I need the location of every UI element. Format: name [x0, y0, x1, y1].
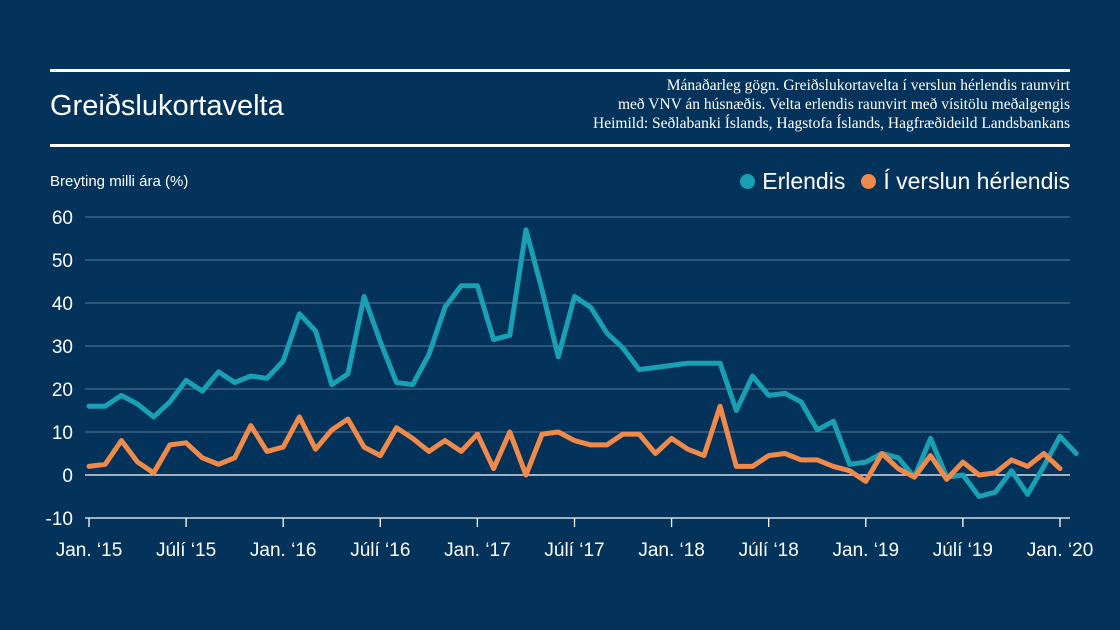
legend-item-innlent: Í verslun hérlendis	[861, 168, 1070, 195]
legend: Erlendis Í verslun hérlendis	[724, 168, 1070, 195]
header-bottom-rule	[50, 144, 1070, 147]
x-tick-label-1: Júlí ‘15	[156, 540, 216, 561]
y-tick-label-40: 40	[52, 294, 73, 315]
x-tick-label-3: Júlí ‘16	[350, 540, 410, 561]
x-tick-label-6: Jan. ‘18	[638, 540, 705, 561]
header-top-rule	[50, 69, 1070, 72]
x-tick-label-8: Jan. ‘19	[833, 540, 900, 561]
x-tick-label-9: Júlí ‘19	[933, 540, 993, 561]
legend-erlendis-dot-icon	[740, 174, 756, 189]
x-tick-label-0: Jan. ‘15	[56, 540, 123, 561]
y-axis-label: Breyting milli ára (%)	[50, 173, 189, 190]
note-line-2: með VNV án húsnæðis. Velta erlendis raun…	[617, 96, 1070, 113]
series-lines	[86, 227, 1079, 499]
legend-innlent-dot-icon	[861, 174, 877, 189]
x-tick-label-4: Jan. ‘17	[444, 540, 511, 561]
x-tick-label-7: Júlí ‘18	[739, 540, 799, 561]
chart-notes: Mánaðarleg gögn. Greiðslukortavelta í ve…	[593, 76, 1070, 133]
y-tick-label--10: -10	[46, 509, 73, 530]
y-tick-label-30: 30	[52, 337, 73, 358]
legend-item-erlendis: Erlendis	[740, 168, 845, 195]
note-line-1: Mánaðarleg gögn. Greiðslukortavelta í ve…	[666, 77, 1070, 94]
y-tick-label-10: 10	[52, 423, 73, 444]
legend-erlendis-label: Erlendis	[762, 168, 846, 194]
note-line-3: Heimild: Seðlabanki Íslands, Hagstofa Ís…	[593, 115, 1070, 132]
gridlines	[85, 216, 1070, 519]
y-tick-label-20: 20	[52, 380, 73, 401]
y-tick-label-50: 50	[52, 251, 73, 272]
y-tick-label-0: 0	[62, 466, 73, 487]
x-tick-label-5: Júlí ‘17	[544, 540, 604, 561]
x-tick-label-2: Jan. ‘16	[250, 540, 317, 561]
legend-innlent-label: Í verslun hérlendis	[883, 168, 1070, 194]
y-tick-label-60: 60	[52, 208, 73, 229]
x-tick-label-10: Jan. ‘20	[1027, 540, 1094, 561]
series-line-innlent	[86, 403, 1063, 484]
chart-title: Greiðslukortavelta	[50, 90, 284, 122]
axes: -10 0 10 20 30 40 50 60 Jan. ‘15 Júlí ‘15 Jan. ‘16…	[46, 208, 1094, 561]
